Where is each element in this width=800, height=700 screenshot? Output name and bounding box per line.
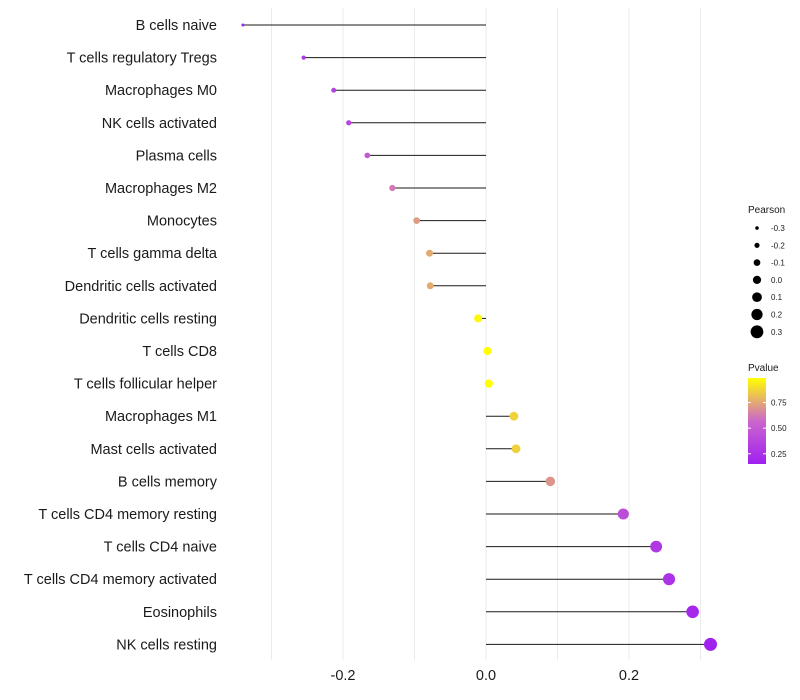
size-legend-dot-4 (752, 292, 762, 303)
point-7 (426, 249, 434, 257)
x-tick-labels: -0.2 0.0 0.2 (331, 668, 640, 684)
category-label-19: NK cells resting (116, 637, 217, 653)
color-legend: Pvalue 0.25 0.50 0.75 (748, 363, 787, 464)
color-legend-label-2: 0.75 (771, 399, 787, 408)
point-19 (704, 637, 717, 651)
point-4 (364, 152, 371, 159)
color-legend-label-1: 0.50 (771, 424, 787, 433)
size-legend-label-3: 0.0 (771, 276, 783, 285)
point-15 (617, 508, 629, 520)
point-6 (413, 217, 420, 224)
point-16 (650, 540, 663, 553)
size-legend-label-1: -0.2 (771, 241, 785, 250)
color-bar (748, 378, 766, 464)
size-legend-dot-1 (754, 242, 760, 248)
category-label-16: T cells CD4 naive (104, 540, 217, 556)
point-14 (545, 476, 556, 487)
category-label-1: T cells regulatory Tregs (67, 51, 217, 67)
size-legend-dot-3 (752, 275, 762, 284)
category-label-6: Monocytes (147, 214, 217, 230)
point-layer (241, 23, 717, 651)
category-label-4: Plasma cells (136, 148, 217, 164)
color-legend-label-0: 0.25 (771, 450, 787, 459)
color-legend-title: Pvalue (748, 363, 779, 374)
category-label-11: T cells follicular helper (74, 377, 217, 393)
point-2 (331, 87, 337, 93)
x-tick-label-0: -0.2 (331, 668, 356, 684)
point-8 (426, 282, 434, 290)
point-3 (346, 120, 352, 126)
size-legend-label-0: -0.3 (771, 224, 785, 233)
x-tick-label-2: 0.2 (619, 668, 639, 684)
size-legend-dot-6 (750, 325, 764, 339)
category-label-3: NK cells activated (102, 116, 217, 132)
size-legend-label-5: 0.2 (771, 311, 783, 320)
category-label-18: Eosinophils (143, 605, 217, 621)
stem-layer (242, 24, 711, 645)
size-legend-label-6: 0.3 (771, 328, 783, 337)
category-label-0: B cells naive (136, 18, 217, 34)
point-5 (389, 184, 396, 192)
x-tick-label-1: 0.0 (476, 668, 496, 684)
category-label-15: T cells CD4 memory resting (38, 507, 217, 523)
size-legend-dot-5 (751, 308, 763, 321)
point-1 (301, 55, 306, 60)
category-label-14: B cells memory (118, 474, 218, 490)
grid-layer (271, 8, 701, 660)
size-legend-label-4: 0.1 (771, 293, 783, 302)
point-13 (511, 444, 521, 454)
point-0 (241, 23, 245, 27)
size-legend-dot-2 (753, 259, 761, 266)
point-18 (686, 605, 699, 619)
color-legend-items: 0.25 0.50 0.75 (748, 399, 787, 459)
category-label-10: T cells CD8 (142, 344, 217, 360)
category-label-9: Dendritic cells resting (79, 311, 217, 327)
category-label-2: Macrophages M0 (105, 83, 217, 99)
point-10 (483, 346, 492, 356)
size-legend-title: Pearson (748, 205, 785, 216)
size-legend-label-2: -0.1 (771, 259, 785, 268)
size-legend-items: -0.3 -0.2 -0.1 0.0 0.1 0.2 0.3 (750, 224, 785, 339)
category-labels: B cells naive T cells regulatory Tregs Mac… (24, 18, 218, 653)
point-9 (474, 314, 483, 323)
category-label-12: Macrophages M1 (105, 409, 217, 425)
category-label-5: Macrophages M2 (105, 181, 217, 197)
category-label-8: Dendritic cells activated (65, 279, 217, 295)
point-12 (509, 411, 519, 421)
size-legend-dot-0 (755, 226, 759, 230)
point-11 (484, 379, 493, 388)
category-label-13: Mast cells activated (90, 442, 217, 458)
category-label-17: T cells CD4 memory activated (24, 572, 217, 588)
point-17 (662, 573, 676, 586)
category-label-7: T cells gamma delta (88, 246, 218, 262)
size-legend: Pearson -0.3 -0.2 -0.1 0.0 0.1 0.2 0.3 (748, 205, 785, 339)
